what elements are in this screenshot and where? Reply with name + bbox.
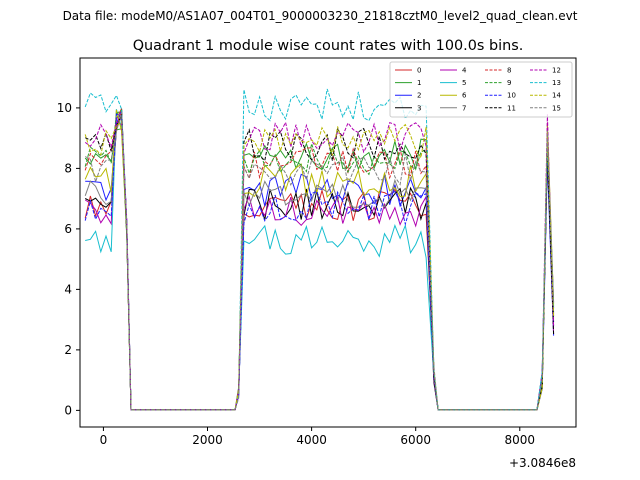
legend-label-14: 14 — [552, 92, 561, 100]
legend-label-0: 0 — [417, 67, 421, 75]
legend-label-9: 9 — [507, 79, 511, 87]
x-tick-label: 4000 — [296, 433, 327, 447]
legend-label-4: 4 — [462, 67, 467, 75]
x-tick-label: 6000 — [400, 433, 431, 447]
y-tick-label: 6 — [64, 222, 72, 236]
x-offset-label: +3.0846e8 — [509, 456, 576, 470]
legend-label-10: 10 — [507, 92, 516, 100]
legend-label-11: 11 — [507, 104, 516, 112]
y-tick-label: 10 — [57, 101, 72, 115]
legend-label-7: 7 — [462, 104, 466, 112]
legend-label-15: 15 — [552, 104, 561, 112]
legend-label-2: 2 — [417, 92, 421, 100]
legend-box — [389, 61, 573, 118]
series-line-13 — [84, 88, 555, 411]
y-tick-label: 8 — [64, 161, 72, 175]
legend-label-6: 6 — [462, 92, 467, 100]
legend-label-3: 3 — [417, 104, 421, 112]
chart-title: Quadrant 1 module wise count rates with … — [133, 38, 524, 54]
legend-label-1: 1 — [417, 79, 421, 87]
legend-label-12: 12 — [552, 67, 561, 75]
ticks-layer: 0 2000 4000 6000 8000 0 2 4 6 8 10 — [57, 101, 535, 447]
x-tick-label: 2000 — [192, 433, 223, 447]
legend-label-13: 13 — [552, 79, 561, 87]
x-tick-label: 8000 — [505, 433, 536, 447]
y-tick-label: 4 — [64, 282, 72, 296]
legend-label-8: 8 — [507, 67, 511, 75]
legend-label-5: 5 — [462, 79, 466, 87]
y-tick-label: 0 — [64, 403, 72, 417]
series-line-15 — [84, 112, 555, 411]
axes-frame — [79, 57, 577, 428]
y-tick-label: 2 — [64, 343, 72, 357]
x-tick-label: 0 — [100, 433, 108, 447]
series-layer — [84, 88, 555, 411]
series-line-14 — [84, 119, 555, 411]
figure-suptitle: Data file: modeM0/AS1A07_004T01_90000032… — [63, 9, 578, 23]
